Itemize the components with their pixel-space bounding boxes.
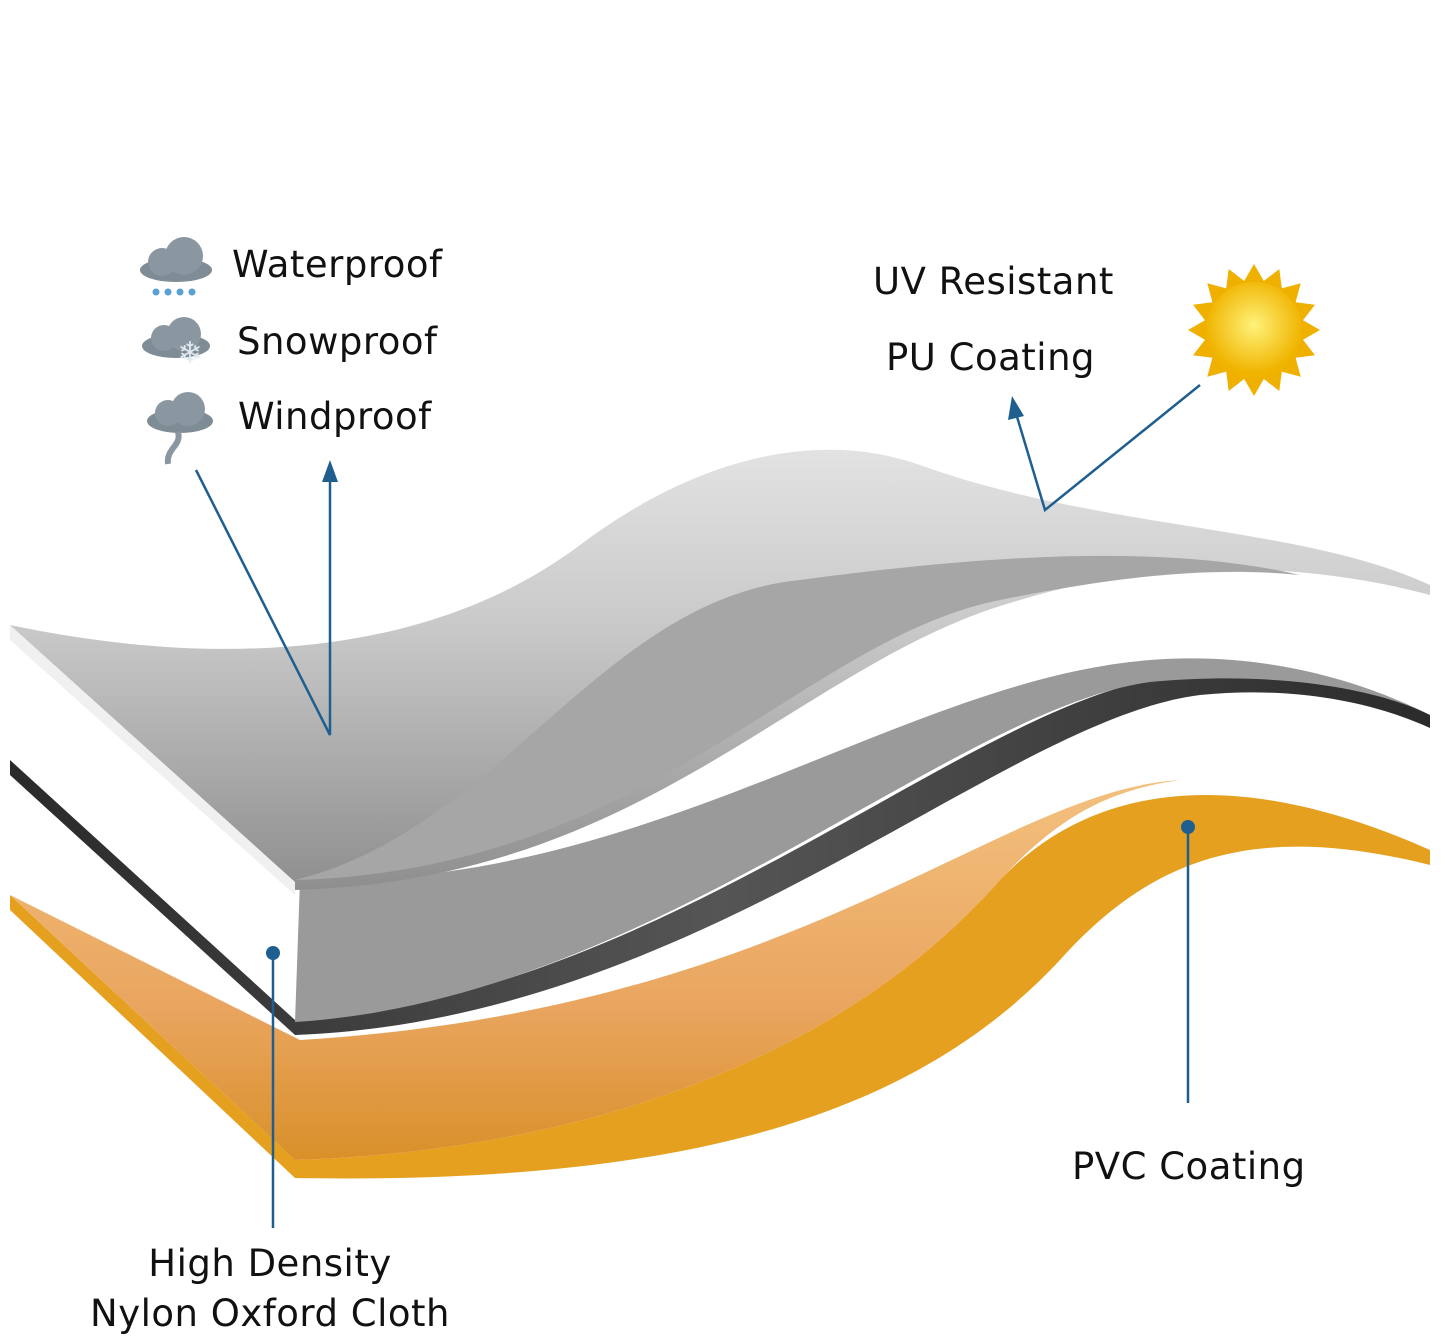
svg-text:❄: ❄ (177, 336, 202, 371)
arrow-head-icon (322, 460, 338, 482)
pu-layer-face (295, 555, 1300, 880)
callout-dot-icon (1181, 820, 1195, 834)
pvc-layer-surface (10, 780, 1180, 1160)
feature-label-snowproof: Snowproof (237, 320, 438, 363)
callout-dot-icon (266, 946, 280, 960)
nylon-layer-label-line1: High Density (148, 1242, 392, 1285)
pvc-layer (10, 795, 1430, 1179)
feature-label-windproof: Windproof (238, 395, 432, 438)
wind-cloud-icon (147, 392, 213, 465)
feature-label-waterproof: Waterproof (232, 243, 443, 286)
pu-layer-label-line1: UV Resistant (873, 260, 1114, 303)
rain-cloud-icon (140, 237, 212, 296)
arrow-head-icon (1008, 396, 1024, 420)
sun-icon (1188, 264, 1320, 396)
callout-lines (194, 384, 1201, 1228)
snow-cloud-icon: ❄ (142, 317, 210, 371)
pvc-layer-label: PVC Coating (1072, 1145, 1306, 1188)
pu-layer-edge (10, 625, 295, 895)
pu-layer-label-line2: PU Coating (886, 336, 1096, 379)
nylon-layer-label-line2: Nylon Oxford Cloth (90, 1292, 450, 1335)
nylon-layer-underside (295, 658, 1430, 1022)
